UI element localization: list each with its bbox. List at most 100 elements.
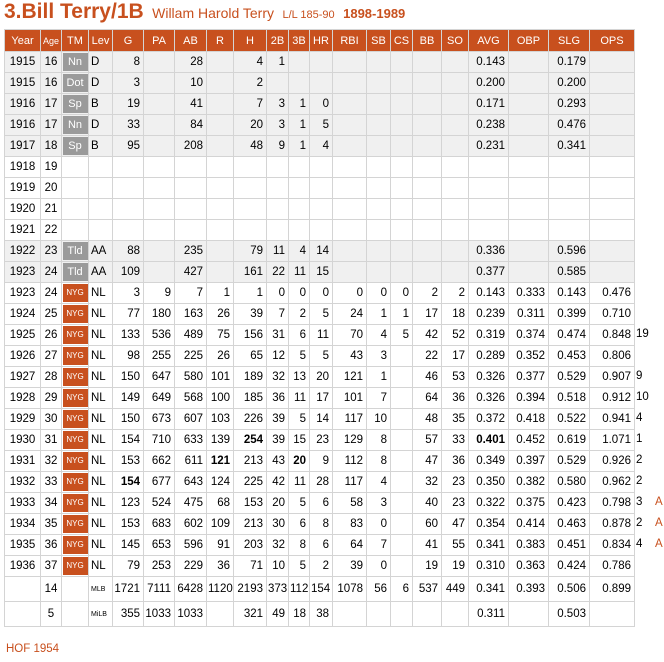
stat-rbi: 43 <box>332 345 367 367</box>
stat-slg: 0.453 <box>548 345 590 367</box>
stat-ab: 7 <box>174 282 207 304</box>
stat-ops <box>589 261 635 283</box>
stat-year: 1927 <box>4 366 41 388</box>
stat-sb: 1 <box>366 366 391 388</box>
stat-h: 48 <box>233 135 267 157</box>
stat-t: 20 <box>288 450 310 472</box>
stat-ab: 41 <box>174 93 207 115</box>
stat-ops: 0.786 <box>589 555 635 577</box>
stat-avg <box>468 156 509 178</box>
stat-d: 0 <box>266 282 289 304</box>
stat-year: 1915 <box>4 72 41 94</box>
stat-bb <box>412 93 442 115</box>
stat-cs: 6 <box>390 576 413 602</box>
stat-tm <box>61 156 89 178</box>
stat-tm <box>61 198 89 220</box>
stat-cs: 5 <box>390 324 413 346</box>
stat-age: 25 <box>40 303 62 325</box>
stat-bb: 17 <box>412 303 442 325</box>
stat-sb: 56 <box>366 576 391 602</box>
stat-avg: 0.336 <box>468 240 509 262</box>
stat-sb <box>366 114 391 136</box>
stat-t <box>288 177 310 199</box>
season-row: 1921 22 <box>4 219 635 241</box>
stat-pa: 710 <box>143 429 175 451</box>
stat-hr: 6 <box>309 534 333 556</box>
team-cell: NYG <box>61 303 89 325</box>
stat-avg: 0.372 <box>468 408 509 430</box>
stat-year: 1934 <box>4 513 41 535</box>
stat-so: 52 <box>441 324 469 346</box>
stat-so: 18 <box>441 303 469 325</box>
stat-obp: 0.375 <box>508 492 549 514</box>
stat-rbi <box>332 261 367 283</box>
stat-hr: 2 <box>309 555 333 577</box>
stat-year: 1916 <box>4 114 41 136</box>
stat-avg: 0.349 <box>468 450 509 472</box>
stat-ab: 225 <box>174 345 207 367</box>
stat-sb <box>366 198 391 220</box>
stat-ab: 208 <box>174 135 207 157</box>
stat-ops: 0.806 <box>589 345 635 367</box>
team-cell: NYG <box>61 282 89 304</box>
stat-rbi <box>332 198 367 220</box>
stat-obp: 0.382 <box>508 471 549 493</box>
stat-g: 150 <box>112 408 144 430</box>
stat-sb: 3 <box>366 345 391 367</box>
stat-rbi <box>332 93 367 115</box>
stat-ops: 0.710 <box>589 303 635 325</box>
stat-cs <box>390 198 413 220</box>
stat-d: 9 <box>266 135 289 157</box>
stat-ab <box>174 198 207 220</box>
stat-obp <box>508 198 549 220</box>
stat-lev <box>88 177 113 199</box>
stat-cs <box>390 345 413 367</box>
stat-so <box>441 72 469 94</box>
stat-slg: 0.200 <box>548 72 590 94</box>
stat-so: 33 <box>441 429 469 451</box>
stat-slg: 0.143 <box>548 282 590 304</box>
column-header: RBI <box>332 29 367 52</box>
stat-bb: 46 <box>412 366 442 388</box>
stat-slg: 0.293 <box>548 93 590 115</box>
stat-pa <box>143 156 175 178</box>
stat-h: 161 <box>233 261 267 283</box>
stat-obp: 0.363 <box>508 555 549 577</box>
stat-so <box>441 135 469 157</box>
mvp-rank-note: 4 <box>636 411 643 424</box>
stat-bb: 32 <box>412 471 442 493</box>
stat-tm <box>61 601 89 627</box>
stat-age: 17 <box>40 93 62 115</box>
stat-r <box>206 240 234 262</box>
stat-ab: 163 <box>174 303 207 325</box>
stat-d: 31 <box>266 324 289 346</box>
stat-ops: 0.798 <box>589 492 635 514</box>
team-badge: Sp <box>62 95 88 113</box>
stat-bb <box>412 114 442 136</box>
stat-obp <box>508 261 549 283</box>
stat-bb: 2 <box>412 282 442 304</box>
stat-so: 23 <box>441 471 469 493</box>
stat-sb: 7 <box>366 387 391 409</box>
stat-obp <box>508 156 549 178</box>
stat-bb <box>412 219 442 241</box>
stat-cs <box>390 387 413 409</box>
stat-pa <box>143 240 175 262</box>
stat-ab: 28 <box>174 51 207 73</box>
stat-r: 36 <box>206 555 234 577</box>
team-badge: Dot <box>62 74 88 92</box>
stat-d: 39 <box>266 408 289 430</box>
stat-slg <box>548 156 590 178</box>
stat-avg: 0.171 <box>468 93 509 115</box>
team-cell: NYG <box>61 492 89 514</box>
stat-slg: 0.424 <box>548 555 590 577</box>
stat-hr <box>309 51 333 73</box>
stat-age: 29 <box>40 387 62 409</box>
stat-h: 213 <box>233 450 267 472</box>
stat-r: 68 <box>206 492 234 514</box>
stat-hr: 154 <box>309 576 333 602</box>
stat-lev: D <box>88 114 113 136</box>
stat-g <box>112 198 144 220</box>
stat-h: 7 <box>233 93 267 115</box>
season-row: 1915 16 Nn D 8 28 4 1 0.143 0.179 <box>4 51 635 73</box>
